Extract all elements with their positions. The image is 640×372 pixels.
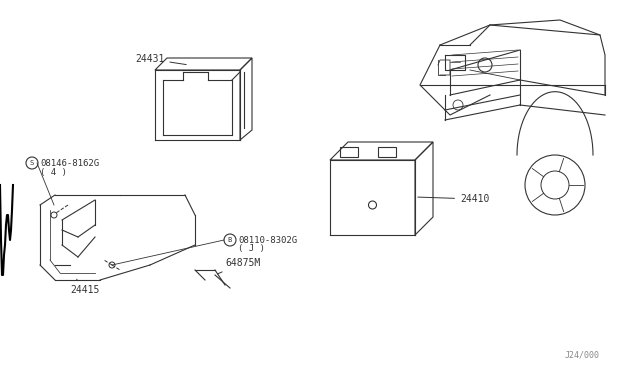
Text: 08110-8302G: 08110-8302G: [238, 235, 297, 244]
Text: 64875M: 64875M: [218, 258, 260, 274]
Text: ( 4 ): ( 4 ): [40, 167, 67, 176]
Bar: [378, 147, 396, 157]
Text: 24410: 24410: [418, 194, 490, 204]
Text: S: S: [30, 160, 34, 166]
Text: J24/000: J24/000: [565, 351, 600, 360]
Text: B: B: [228, 237, 232, 243]
Text: 08146-8162G: 08146-8162G: [40, 158, 99, 167]
Text: 24431: 24431: [135, 54, 186, 65]
Bar: [340, 147, 358, 157]
Text: 24415: 24415: [70, 279, 99, 295]
Text: ( J ): ( J ): [238, 244, 265, 253]
